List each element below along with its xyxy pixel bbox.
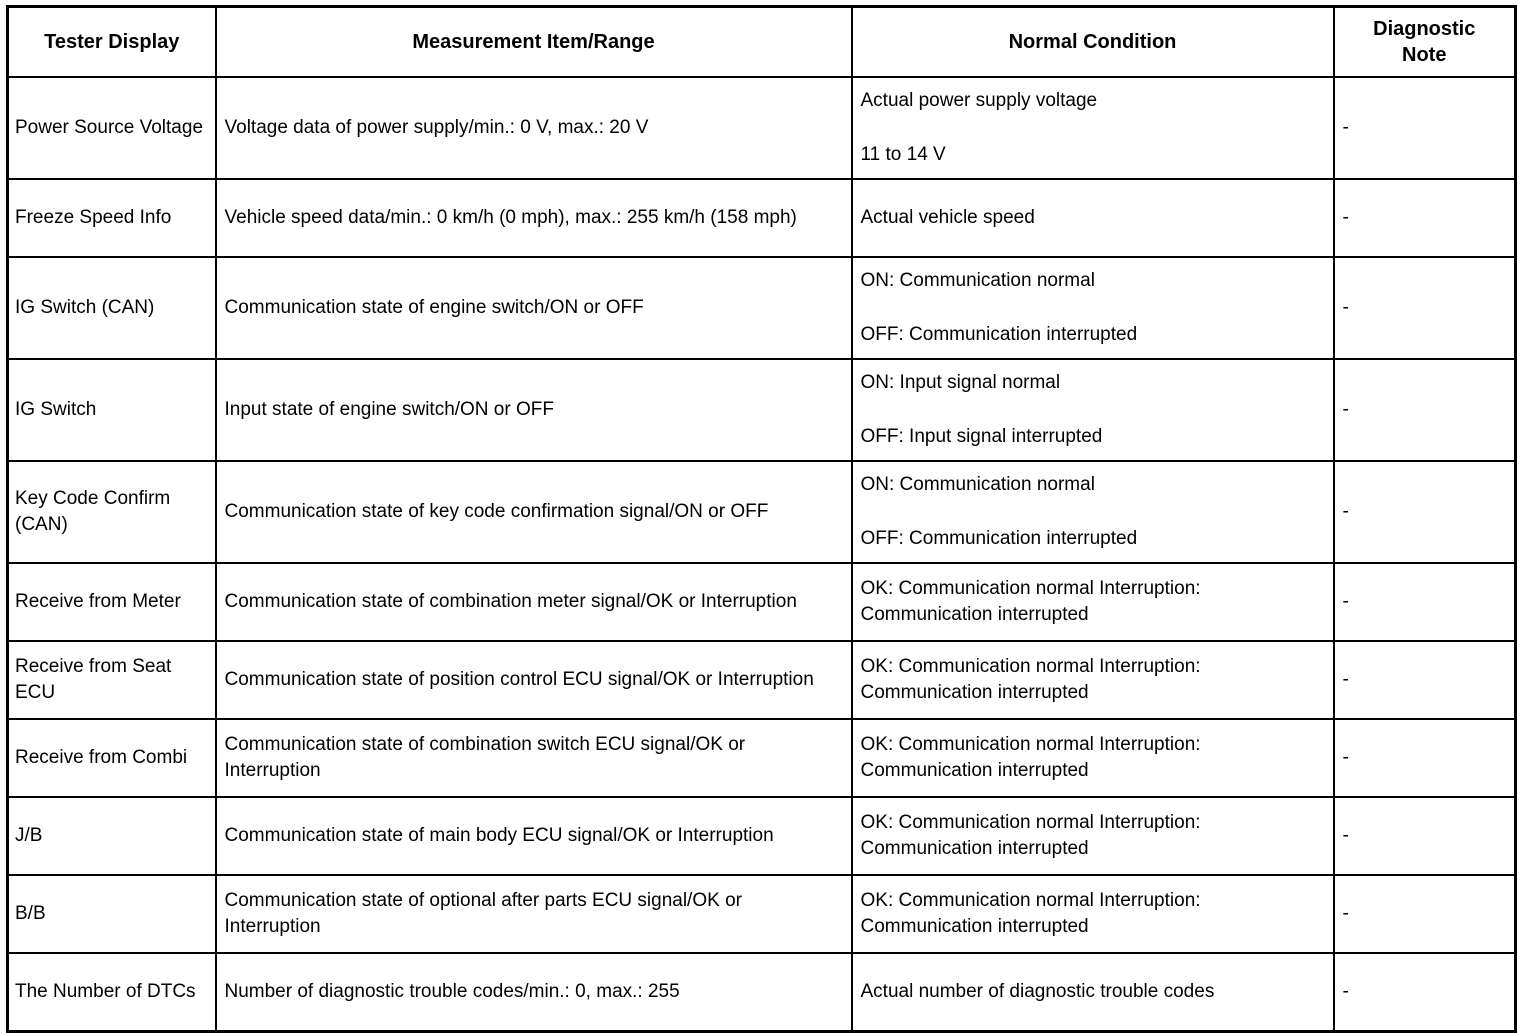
diagnostic-note-cell: - <box>1332 562 1517 642</box>
measurement-cell: Communication state of combination meter… <box>214 562 853 642</box>
normal-condition-cell: OK: Communication normal Interruption: C… <box>850 874 1335 954</box>
normal-condition-cell: ON: Input signal normal OFF: Input signal… <box>850 358 1335 462</box>
table-header: Tester Display Measurement Item/Range Norm… <box>6 5 1517 78</box>
normal-condition-cell: OK: Communication normal Interruption: C… <box>850 718 1335 798</box>
measurement-cell: Communication state of key code confirma… <box>214 460 853 564</box>
normal-condition-line: OK: Communication normal Interruption: C… <box>860 656 1201 703</box>
header-row: Tester Display Measurement Item/Range Norm… <box>6 5 1517 78</box>
normal-condition-line: ON: Communication normal <box>860 270 1095 291</box>
tester-display-cell: The Number of DTCs <box>6 952 217 1033</box>
column-header-3: Normal Condition <box>850 5 1335 78</box>
diagnostic-note-cell: - <box>1332 76 1517 180</box>
normal-condition-cell: ON: Communication normal OFF: Communicati… <box>850 256 1335 360</box>
tester-display-cell: J/B <box>6 796 217 876</box>
normal-condition-line: OFF: Input signal interrupted <box>860 426 1103 447</box>
table-row: The Number of DTCs Number of diagnostic t… <box>6 952 1517 1033</box>
table-row: Receive from Meter Communication state of… <box>6 562 1517 642</box>
diagnostic-note-cell: - <box>1332 358 1517 462</box>
normal-condition-cell: OK: Communication normal Interruption: C… <box>850 796 1335 876</box>
normal-condition-line: OK: Communication normal Interruption: C… <box>860 734 1201 781</box>
normal-condition-line: OK: Communication normal Interruption: C… <box>860 812 1201 859</box>
table-row: Freeze Speed Info Vehicle speed data/min.… <box>6 178 1517 258</box>
tester-display-cell: Receive from Combi <box>6 718 217 798</box>
measurement-cell: Communication state of optional after pa… <box>214 874 853 954</box>
diagnostic-note-cell: - <box>1332 256 1517 360</box>
measurement-cell: Communication state of combination switc… <box>214 718 853 798</box>
column-header-4: Diagnostic Note <box>1332 5 1517 78</box>
measurement-cell: Vehicle speed data/min.: 0 km/h (0 mph),… <box>214 178 853 258</box>
normal-condition-cell: OK: Communication normal Interruption: C… <box>850 562 1335 642</box>
diagnostic-note-cell: - <box>1332 718 1517 798</box>
table-row: Power Source Voltage Voltage data of powe… <box>6 76 1517 180</box>
diagnostic-note-cell: - <box>1332 460 1517 564</box>
column-header-1: Tester Display <box>6 5 217 78</box>
table-row: Receive from Seat ECU Communication state… <box>6 640 1517 720</box>
normal-condition-cell: Actual power supply voltage 11 to 14 V <box>850 76 1335 180</box>
normal-condition-cell: Actual number of diagnostic trouble code… <box>850 952 1335 1033</box>
normal-condition-line: Actual number of diagnostic trouble code… <box>860 981 1215 1002</box>
normal-condition-line: OFF: Communication interrupted <box>860 528 1138 549</box>
tester-display-cell: Key Code Confirm (CAN) <box>6 460 217 564</box>
table-row: IG Switch (CAN) Communication state of en… <box>6 256 1517 360</box>
tester-display-cell: Receive from Seat ECU <box>6 640 217 720</box>
diagnostic-note-cell: - <box>1332 952 1517 1033</box>
normal-condition-cell: Actual vehicle speed <box>850 178 1335 258</box>
tester-display-cell: Power Source Voltage <box>6 76 217 180</box>
normal-condition-line: Actual power supply voltage <box>860 90 1098 111</box>
normal-condition-line: OK: Communication normal Interruption: C… <box>860 578 1201 625</box>
table-row: B/B Communication state of optional after… <box>6 874 1517 954</box>
table-row: IG Switch Input state of engine switch/ON… <box>6 358 1517 462</box>
tester-display-cell: B/B <box>6 874 217 954</box>
tester-display-cell: IG Switch <box>6 358 217 462</box>
normal-condition-line: OFF: Communication interrupted <box>860 324 1138 345</box>
tester-display-cell: IG Switch (CAN) <box>6 256 217 360</box>
normal-condition-line: ON: Communication normal <box>860 474 1095 495</box>
diagnostic-note-cell: - <box>1332 874 1517 954</box>
normal-condition-line: ON: Input signal normal <box>860 372 1061 393</box>
measurement-cell: Number of diagnostic trouble codes/min.:… <box>214 952 853 1033</box>
diagnostic-note-cell: - <box>1332 796 1517 876</box>
data-list-table: Tester Display Measurement Item/Range Norm… <box>6 5 1517 1033</box>
diagnostic-note-cell: - <box>1332 640 1517 720</box>
table-body: Power Source Voltage Voltage data of powe… <box>6 76 1517 1033</box>
measurement-cell: Voltage data of power supply/min.: 0 V, … <box>214 76 853 180</box>
normal-condition-line: OK: Communication normal Interruption: C… <box>860 890 1201 937</box>
column-header-2: Measurement Item/Range <box>214 5 853 78</box>
normal-condition-line: 11 to 14 V <box>860 144 946 165</box>
measurement-cell: Communication state of engine switch/ON … <box>214 256 853 360</box>
table-row: Receive from Combi Communication state of… <box>6 718 1517 798</box>
tester-display-cell: Freeze Speed Info <box>6 178 217 258</box>
normal-condition-line: Actual vehicle speed <box>860 207 1035 228</box>
measurement-cell: Communication state of main body ECU sig… <box>214 796 853 876</box>
table-row: J/B Communication state of main body ECU … <box>6 796 1517 876</box>
measurement-cell: Input state of engine switch/ON or OFF <box>214 358 853 462</box>
measurement-cell: Communication state of position control … <box>214 640 853 720</box>
normal-condition-cell: ON: Communication normal OFF: Communicati… <box>850 460 1335 564</box>
normal-condition-cell: OK: Communication normal Interruption: C… <box>850 640 1335 720</box>
tester-display-cell: Receive from Meter <box>6 562 217 642</box>
table-row: Key Code Confirm (CAN) Communication stat… <box>6 460 1517 564</box>
diagnostic-note-cell: - <box>1332 178 1517 258</box>
